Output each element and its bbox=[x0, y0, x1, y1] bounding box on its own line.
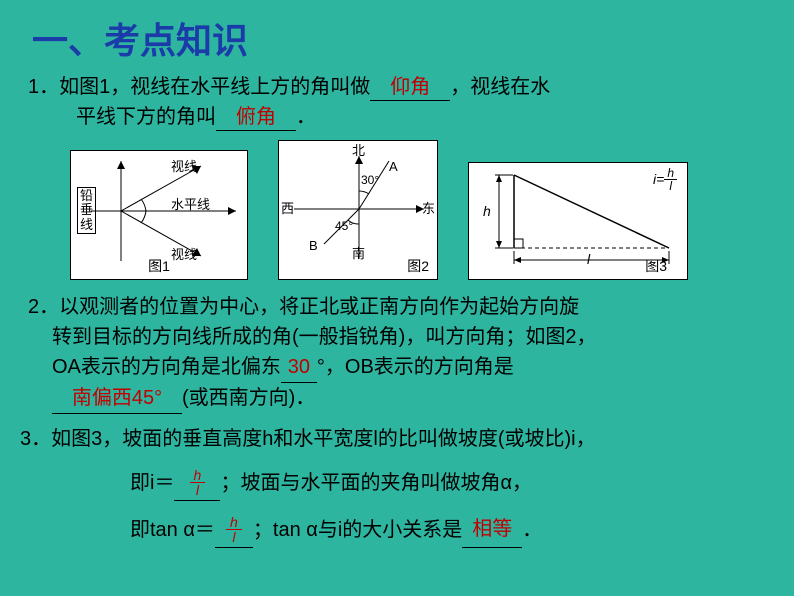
figure-3: h l i= h l 图3 bbox=[468, 162, 688, 280]
frac1-num: h bbox=[190, 468, 206, 483]
blank-1: 仰角 bbox=[370, 77, 450, 101]
p1-l2-pre: 平线下方的角叫 bbox=[76, 106, 216, 128]
p1-pre: 如图1，视线在水平线上方的角叫做 bbox=[59, 76, 370, 98]
frac2-num: h bbox=[226, 515, 242, 530]
section-title: 一、考点知识 bbox=[0, 0, 794, 64]
fig3-caption: 图3 bbox=[469, 256, 687, 277]
p2-l3-pre: OA表示的方向角是北偏东 bbox=[52, 356, 281, 378]
fig2-n: 北 bbox=[352, 141, 365, 161]
point-3-eq1: 即i＝ hl ；坡面与水平面的夹角叫做坡角α， bbox=[20, 464, 774, 501]
p3-eq1-pre: 即i＝ bbox=[130, 465, 174, 501]
point-1: 1．如图1，视线在水平线上方的角叫做仰角 ，视线在水 bbox=[20, 72, 774, 102]
fig3-fl: l bbox=[666, 180, 675, 192]
fig1-plumb: 铅 垂 线 bbox=[77, 187, 96, 234]
answer-3: 30 bbox=[288, 356, 310, 378]
answer-2: 俯角 bbox=[236, 106, 276, 128]
fig1-plumb-1: 铅 bbox=[80, 189, 93, 203]
fig2-e: 东 bbox=[422, 199, 435, 219]
fig2-ang1: 30° bbox=[361, 171, 379, 189]
p1-mid: ，视线在水 bbox=[450, 76, 550, 98]
point-2-l3: OA表示的方向角是北偏东 30 °，OB表示的方向角是 bbox=[20, 352, 774, 383]
fig2-a: A bbox=[389, 157, 398, 177]
frac-2: hl bbox=[226, 515, 242, 544]
p1-post: ． bbox=[296, 106, 316, 128]
blank-5: hl bbox=[174, 464, 220, 501]
fig1-plumb-3: 线 bbox=[80, 218, 93, 232]
answer-4: 南偏西45° bbox=[72, 387, 162, 409]
frac2-den: l bbox=[228, 530, 239, 544]
p2-l4-post: (或西南方向)． bbox=[182, 387, 315, 409]
fig2-caption: 图2 bbox=[279, 256, 437, 277]
fig1-plumb-2: 垂 bbox=[80, 203, 93, 217]
blank-3: 30 bbox=[281, 352, 317, 383]
p3-eq2-mid: ；tan α与i的大小关系是 bbox=[253, 512, 462, 548]
content-area: 1．如图1，视线在水平线上方的角叫做仰角 ，视线在水 平线下方的角叫俯角 ． 视线 … bbox=[0, 64, 794, 548]
fig3-i: i= bbox=[653, 169, 664, 190]
figures-row: 视线 铅 垂 线 水平线 视线 图1 北 南 东 bbox=[20, 132, 774, 288]
figure-1: 视线 铅 垂 线 水平线 视线 图1 bbox=[70, 150, 248, 280]
p3-num: 3． bbox=[20, 428, 51, 450]
p2-l3-mid: °，OB表示的方向角是 bbox=[317, 356, 514, 378]
answer-1: 仰角 bbox=[390, 76, 430, 98]
fig1-horiz: 水平线 bbox=[171, 195, 210, 215]
point-2-l4: 南偏西45° (或西南方向)． bbox=[20, 383, 774, 414]
fig3-h: h bbox=[483, 201, 491, 222]
frac1-den: l bbox=[192, 483, 203, 497]
p2-num: 2． bbox=[28, 296, 59, 318]
point-1-line2: 平线下方的角叫俯角 ． bbox=[20, 102, 774, 132]
p3-eq2-pre: 即tan α＝ bbox=[130, 512, 215, 548]
blank-2: 俯角 bbox=[216, 107, 296, 131]
p2-l1: 以观测者的位置为中心，将正北或正南方向作为起始方向旋 bbox=[59, 296, 579, 318]
point-3-eq2: 即tan α＝ hl ；tan α与i的大小关系是相等 ． bbox=[20, 511, 774, 548]
blank-7: 相等 bbox=[462, 511, 522, 548]
point-2: 2．以观测者的位置为中心，将正北或正南方向作为起始方向旋 bbox=[20, 288, 774, 322]
fig2-b: B bbox=[309, 236, 318, 256]
answer-5: 相等 bbox=[472, 518, 512, 540]
point-2-l2: 转到目标的方向线所成的角(一般指锐角)，叫方向角；如图2， bbox=[20, 322, 774, 352]
blank-4: 南偏西45° bbox=[52, 383, 182, 414]
fig1-sight1: 视线 bbox=[171, 157, 197, 177]
fig2-ang2: 45° bbox=[335, 217, 353, 235]
fig2-w: 西 bbox=[281, 199, 294, 219]
frac-1: hl bbox=[190, 468, 206, 497]
p3-eq1-post: ；坡面与水平面的夹角叫做坡角α， bbox=[220, 465, 532, 501]
p1-num: 1． bbox=[28, 76, 59, 98]
fig1-caption: 图1 bbox=[71, 256, 247, 277]
figure-2: 北 南 东 西 A B 30° 45° 图2 bbox=[278, 140, 438, 280]
fig3-formula: i= h l bbox=[653, 167, 677, 192]
point-3: 3．如图3，坡面的垂直高度h和水平宽度l的比叫做坡度(或坡比)i， bbox=[20, 414, 774, 454]
p3-l1: 如图3，坡面的垂直高度h和水平宽度l的比叫做坡度(或坡比)i， bbox=[51, 428, 595, 450]
p3-eq2-post: ． bbox=[522, 512, 542, 548]
blank-6: hl bbox=[215, 511, 253, 548]
